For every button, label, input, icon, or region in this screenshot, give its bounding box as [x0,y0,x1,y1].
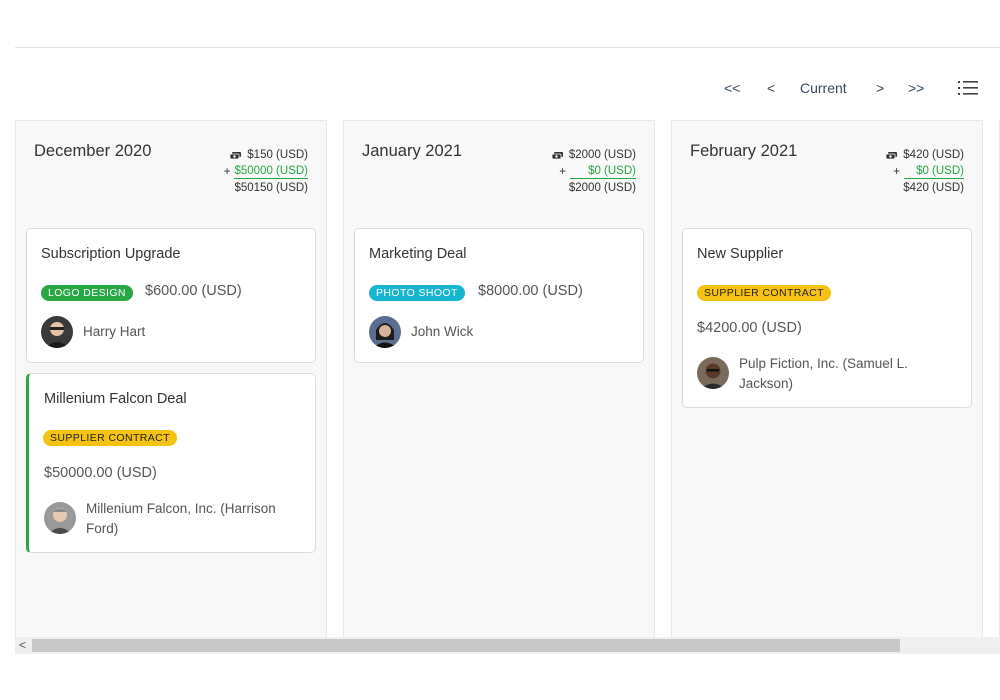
tag-badge: PHOTO SHOOT [369,285,465,301]
column-december-2020: December 2020 $150 (USD) + $50000 (USD) … [15,120,327,637]
horizontal-scrollbar[interactable]: < [15,637,1000,654]
money-icon [551,150,564,160]
summary-plus: + [559,165,566,178]
previous-period-button[interactable]: < [767,80,776,96]
summary-added: $0 (USD) [904,164,964,180]
column-title: February 2021 [690,142,798,160]
tag-badge: LOGO DESIGN [41,285,133,301]
summary-total: $50150 (USD) [234,182,308,194]
avatar [41,316,73,348]
money-icon [885,150,898,160]
avatar [697,357,729,389]
current-period-button[interactable]: Current [800,80,847,96]
card-amount: $8000.00 (USD) [478,283,583,299]
card-subscription-upgrade[interactable]: Subscription Upgrade LOGO DESIGN $600.00… [26,228,316,363]
avatar [44,502,76,534]
summary-top: $150 (USD) [247,149,308,161]
summary-plus: + [223,165,231,178]
scroll-left-arrow[interactable]: < [19,638,27,652]
column-summary: $150 (USD) + $50000 (USD) $50150 (USD) [224,147,308,197]
summary-top: $420 (USD) [903,149,964,161]
summary-plus: + [893,165,900,178]
top-divider [15,47,1000,48]
contact-name: Millenium Falcon, Inc. (Harrison Ford) [86,501,276,536]
column-summary: $2000 (USD) + $0 (USD) $2000 (USD) [551,147,636,197]
card-title: New Supplier [697,246,784,262]
period-pager: << < Current > >> [0,80,1000,100]
card-title: Marketing Deal [369,246,467,262]
column-february-2021: February 2021 $420 (USD) + $0 (USD) $420… [671,120,983,637]
summary-top: $2000 (USD) [568,149,636,161]
column-summary: $420 (USD) + $0 (USD) $420 (USD) [885,147,964,197]
last-period-button[interactable]: >> [908,80,925,96]
contact-name: Pulp Fiction, Inc. (Samuel L. Jackson) [739,356,908,391]
column-title: January 2021 [362,142,462,160]
summary-total: $420 (USD) [903,182,964,194]
contact-name: Harry Hart [83,324,146,339]
kanban-board: December 2020 $150 (USD) + $50000 (USD) … [15,120,1000,637]
summary-added: $50000 (USD) [234,165,308,180]
column-title: December 2020 [34,142,152,160]
card-new-supplier[interactable]: New Supplier SUPPLIER CONTRACT $4200.00 … [682,228,972,408]
avatar [369,316,401,348]
card-marketing-deal[interactable]: Marketing Deal PHOTO SHOOT $8000.00 (USD… [354,228,644,363]
contact-name: John Wick [411,324,474,339]
card-amount: $4200.00 (USD) [697,320,802,336]
tag-badge: SUPPLIER CONTRACT [697,285,831,301]
list-view-icon[interactable] [957,79,979,97]
first-period-button[interactable]: << [724,80,741,96]
summary-added: $0 (USD) [570,164,636,180]
card-amount: $600.00 (USD) [145,283,242,299]
column-january-2021: January 2021 $2000 (USD) + $0 (USD) $200… [343,120,655,637]
card-amount: $50000.00 (USD) [44,465,157,481]
summary-total: $2000 (USD) [568,182,636,194]
scrollbar-thumb[interactable] [32,639,900,652]
next-period-button[interactable]: > [876,80,885,96]
tag-badge: SUPPLIER CONTRACT [43,430,177,446]
card-millenium-falcon-deal[interactable]: Millenium Falcon Deal SUPPLIER CONTRACT … [26,373,316,553]
card-title: Subscription Upgrade [41,246,181,262]
money-icon [229,150,242,160]
card-title: Millenium Falcon Deal [44,391,187,407]
